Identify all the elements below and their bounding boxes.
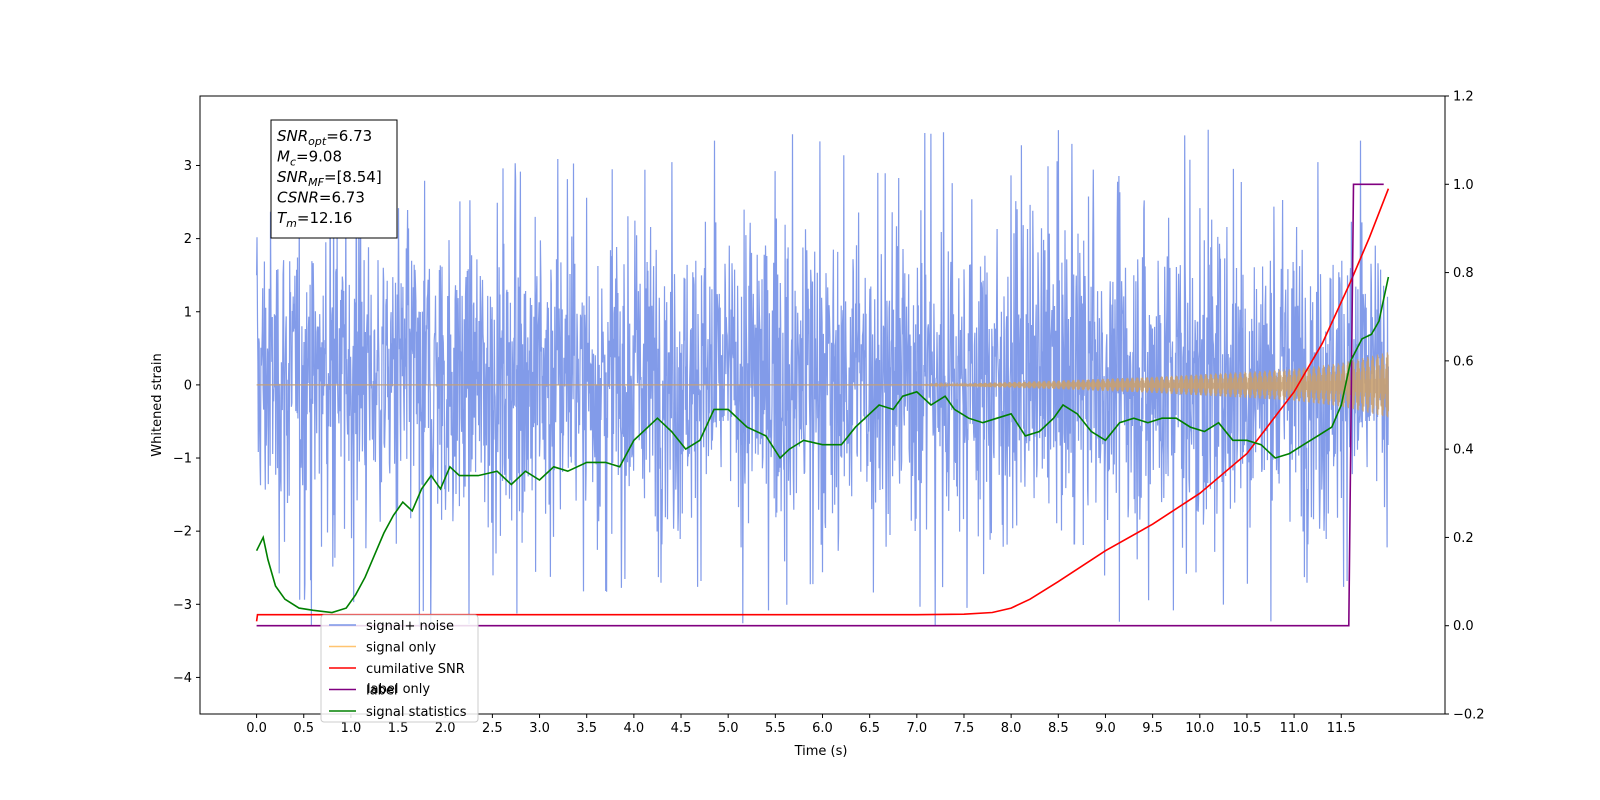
y-axis-left: −4 −3 −2 −1 0 1 2 3: [173, 159, 200, 686]
x-tick-label: 6.0: [812, 721, 833, 736]
series-signal-statistics: [255, 276, 1390, 614]
series-signal-only: [256, 352, 1389, 418]
y-right-tick-label: 1.2: [1453, 90, 1474, 105]
legend-overlapped-text: label only: [367, 682, 430, 697]
legend-label: cumilative SNR: [366, 662, 465, 677]
y-left-tick-label: 0: [184, 378, 192, 393]
x-tick-label: 9.5: [1142, 721, 1163, 736]
x-tick-label: 0.0: [246, 721, 267, 736]
annotation-line: SNRMF=[8.54]: [277, 168, 382, 189]
x-tick-label: 2.5: [482, 721, 503, 736]
legend-frame: [320, 614, 479, 723]
x-tick-label: 3.5: [576, 721, 597, 736]
series-label: [256, 183, 1384, 627]
x-tick-label: 2.0: [435, 721, 456, 736]
y-left-tick-label: 2: [184, 232, 192, 247]
series-signal-noise: [256, 124, 1389, 631]
y-right-tick-label: 0.4: [1453, 443, 1474, 458]
x-tick-label: 6.5: [859, 721, 880, 736]
y-left-tick-label: −2: [173, 525, 192, 540]
y-left-tick-label: −1: [173, 452, 192, 467]
annotation-line: Mc=9.08: [277, 148, 342, 169]
x-tick-label: 5.5: [765, 721, 786, 736]
y-left-tick-label: −4: [173, 671, 192, 686]
series-cumulative-snr: [255, 188, 1390, 622]
x-tick-label: 4.0: [624, 721, 645, 736]
y-left-tick-label: −3: [173, 598, 192, 613]
x-tick-label: 7.5: [954, 721, 975, 736]
x-tick-label: 9.0: [1095, 721, 1116, 736]
legend-label: label: [366, 684, 397, 699]
annotation-line: SNRopt=6.73: [277, 127, 372, 148]
plot-area: [255, 124, 1390, 631]
x-tick-label: 0.5: [293, 721, 314, 736]
annotation-line: Tm=12.16: [277, 209, 352, 230]
y-right-tick-label: −0.2: [1453, 708, 1485, 723]
x-tick-label: 1.0: [341, 721, 362, 736]
x-tick-label: 11.5: [1327, 721, 1356, 736]
x-tick-label: 5.0: [718, 721, 739, 736]
y-right-tick-label: 0.8: [1453, 266, 1474, 281]
y-axis-right: −0.2 0.0 0.2 0.4 0.6 0.8 1.0 1.2: [1445, 90, 1485, 723]
y-left-tick-label: 1: [184, 305, 192, 320]
x-tick-label: 1.5: [388, 721, 409, 736]
y-right-tick-label: 0.6: [1453, 354, 1474, 369]
y-left-tick-label: 3: [184, 159, 192, 174]
x-tick-label: 10.0: [1185, 721, 1214, 736]
x-tick-label: 8.0: [1001, 721, 1022, 736]
annotation-frame: [270, 119, 398, 239]
x-tick-label: 3.0: [529, 721, 550, 736]
x-tick-label: 11.0: [1280, 721, 1309, 736]
y-right-tick-label: 0.2: [1453, 531, 1474, 546]
x-axis: 0.0 0.5 1.0 1.5 2.0 2.5 3.0 3.5 4.0 4.5 5.0 5.5 6.0 6…: [246, 714, 1356, 736]
annotation-line: CSNR=6.73: [277, 189, 365, 207]
x-tick-label: 7.0: [906, 721, 927, 736]
legend-label: signal statistics: [366, 705, 467, 720]
legend-label: signal+ noise: [366, 619, 454, 634]
legend: label only signal+ noise signal only cumila…: [320, 614, 479, 723]
y-axis-left-label: Whitened strain: [150, 353, 165, 456]
legend-label: signal only: [366, 641, 436, 656]
x-axis-label: Time (s): [794, 744, 848, 759]
x-tick-label: 10.5: [1232, 721, 1261, 736]
y-right-tick-label: 0.0: [1453, 619, 1474, 634]
x-tick-label: 4.5: [671, 721, 692, 736]
x-tick-label: 8.5: [1048, 721, 1069, 736]
y-right-tick-label: 1.0: [1453, 178, 1474, 193]
